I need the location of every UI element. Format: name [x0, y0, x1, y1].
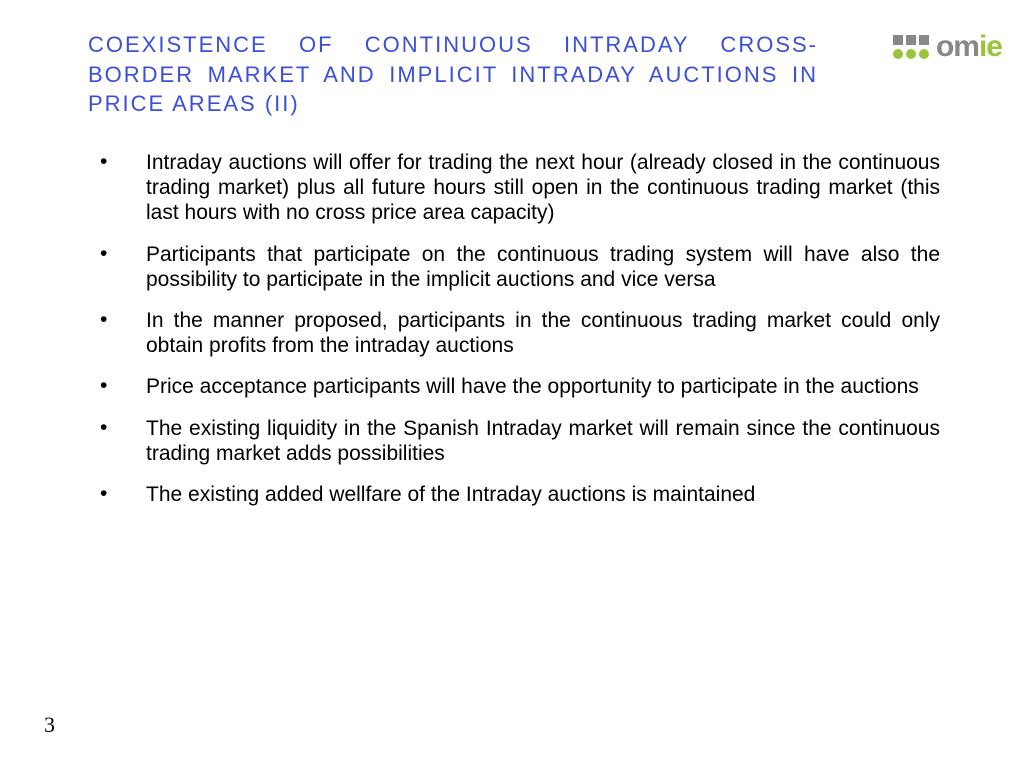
logo-text-om: om [936, 30, 979, 63]
list-item: • Participants that participate on the c… [100, 242, 940, 292]
logo-text-ie: ie [979, 30, 1002, 63]
bullet-icon: • [100, 150, 146, 226]
list-item: • In the manner proposed, participants i… [100, 308, 940, 358]
bullet-list: • Intraday auctions will offer for tradi… [100, 150, 940, 523]
bullet-text: Intraday auctions will offer for trading… [146, 150, 940, 226]
bullet-text: Participants that participate on the con… [146, 242, 940, 292]
list-item: • The existing added wellfare of the Int… [100, 482, 940, 507]
bullet-text: In the manner proposed, participants in … [146, 308, 940, 358]
list-item: • Intraday auctions will offer for tradi… [100, 150, 940, 226]
bullet-icon: • [100, 416, 146, 466]
slide-title: COEXISTENCE OF CONTINUOUS INTRADAY CROSS… [88, 30, 818, 119]
logo-mark-icon [893, 35, 929, 59]
bullet-text: The existing liquidity in the Spanish In… [146, 416, 940, 466]
bullet-text: The existing added wellfare of the Intra… [146, 482, 940, 507]
bullet-icon: • [100, 482, 146, 507]
bullet-icon: • [100, 242, 146, 292]
bullet-icon: • [100, 308, 146, 358]
page-number: 3 [44, 712, 55, 738]
list-item: • Price acceptance participants will hav… [100, 374, 940, 399]
list-item: • The existing liquidity in the Spanish … [100, 416, 940, 466]
bullet-text: Price acceptance participants will have … [146, 374, 940, 399]
bullet-icon: • [100, 374, 146, 399]
omie-logo: omie [893, 30, 1002, 64]
